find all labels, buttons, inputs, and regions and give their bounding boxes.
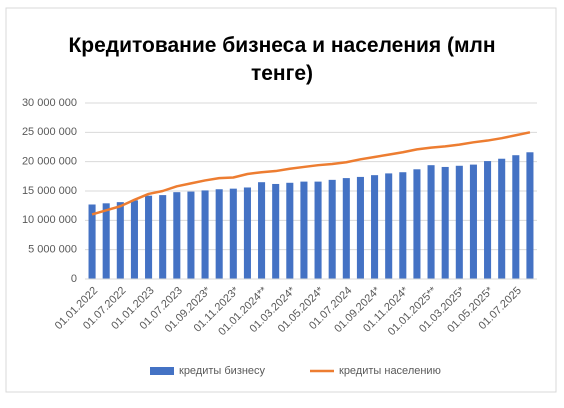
line <box>91 131 531 216</box>
bar <box>441 166 449 279</box>
bar <box>427 165 435 279</box>
y-tick-label: 25 000 000 <box>22 126 77 138</box>
bar <box>272 183 280 279</box>
bar <box>145 195 153 279</box>
chart-frame <box>5 7 557 393</box>
bar <box>469 164 477 279</box>
bar <box>88 204 96 279</box>
bar <box>455 165 463 279</box>
bar <box>526 152 534 279</box>
bar <box>201 190 209 279</box>
bar <box>512 155 520 279</box>
chart-title: Кредитование бизнеса и населения (млн тен… <box>68 34 495 85</box>
legend-swatch <box>150 367 174 375</box>
bar <box>385 173 393 279</box>
bar <box>116 202 124 279</box>
bar <box>286 182 294 279</box>
legend-label: кредиты населению <box>339 365 441 377</box>
bar <box>356 176 364 279</box>
bar <box>229 188 237 279</box>
bar <box>130 200 138 279</box>
bar <box>342 178 350 279</box>
bar <box>484 161 492 279</box>
y-tick-label: 5 000 000 <box>28 244 77 256</box>
bar <box>498 158 506 279</box>
y-tick-label: 15 000 000 <box>22 185 77 197</box>
bar <box>413 169 421 279</box>
y-tick-label: 10 000 000 <box>22 214 77 226</box>
bar <box>187 191 195 279</box>
y-tick-label: 20 000 000 <box>22 156 77 168</box>
bar <box>173 192 181 279</box>
bar <box>258 182 266 279</box>
y-tick-label: 0 <box>71 273 77 285</box>
bar <box>159 195 167 279</box>
bar <box>243 187 251 279</box>
bar <box>399 172 407 279</box>
bar <box>328 179 336 279</box>
bar <box>215 189 223 279</box>
y-tick-label: 30 000 000 <box>22 97 77 109</box>
bar <box>300 181 308 279</box>
bar <box>314 181 322 279</box>
bar <box>371 175 379 279</box>
bar <box>102 203 110 279</box>
legend-label: кредиты бизнесу <box>179 365 266 377</box>
